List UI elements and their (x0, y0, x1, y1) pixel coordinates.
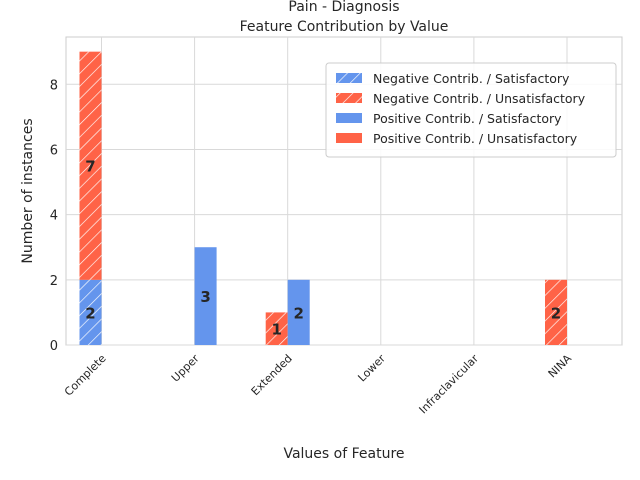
legend: Negative Contrib. / Satisfactory Negative… (325, 62, 617, 158)
legend-swatch-hatch (336, 73, 362, 83)
y-tick-label: 0 (50, 339, 58, 354)
y-tick-labels: 0 2 4 6 8 (50, 78, 58, 354)
x-tick-label: Lower (355, 352, 388, 385)
bar-value-label: 2 (293, 304, 303, 322)
y-axis-label: Number of instances (20, 118, 36, 263)
bar (194, 247, 217, 345)
bar-value-label: 7 (85, 158, 95, 176)
bar-hatch (79, 51, 102, 280)
bar-value-label: 1 (271, 321, 281, 339)
legend-swatch-hatch (336, 93, 362, 103)
chart-title-line2: Feature Contribution by Value (240, 19, 449, 35)
bar-value-label: 2 (85, 304, 95, 322)
y-tick-label: 4 (50, 209, 58, 224)
x-tick-label: Complete (62, 352, 109, 399)
legend-swatch (336, 133, 362, 143)
bar-value-label: 2 (551, 304, 561, 322)
x-tick-labels: Complete Upper Extended Lower Infraclavicula… (62, 352, 575, 417)
legend-label: Positive Contrib. / Unsatisfactory (373, 131, 578, 146)
legend-label: Negative Contrib. / Unsatisfactory (373, 91, 586, 106)
y-tick-label: 6 (50, 143, 58, 158)
x-tick-label: Infraclavicular (417, 352, 482, 417)
x-axis-label: Values of Feature (283, 446, 404, 462)
legend-label: Negative Contrib. / Satisfactory (373, 71, 570, 86)
y-tick-label: 8 (50, 78, 58, 93)
legend-box (325, 62, 617, 158)
legend-label: Positive Contrib. / Satisfactory (373, 111, 562, 126)
bar-hatch (545, 279, 567, 345)
bar-hatch (79, 279, 102, 345)
y-tick-label: 2 (50, 274, 58, 289)
bars (79, 51, 567, 345)
bar-value-label: 3 (200, 288, 210, 306)
bar-hatch (265, 312, 288, 345)
x-tick-label: Upper (169, 352, 202, 385)
bar (287, 279, 310, 345)
x-tick-label: NINA (546, 352, 575, 381)
x-tick-label: Extended (249, 352, 295, 398)
legend-swatch (336, 113, 362, 123)
chart-title-line1: Pain - Diagnosis (288, 0, 399, 15)
